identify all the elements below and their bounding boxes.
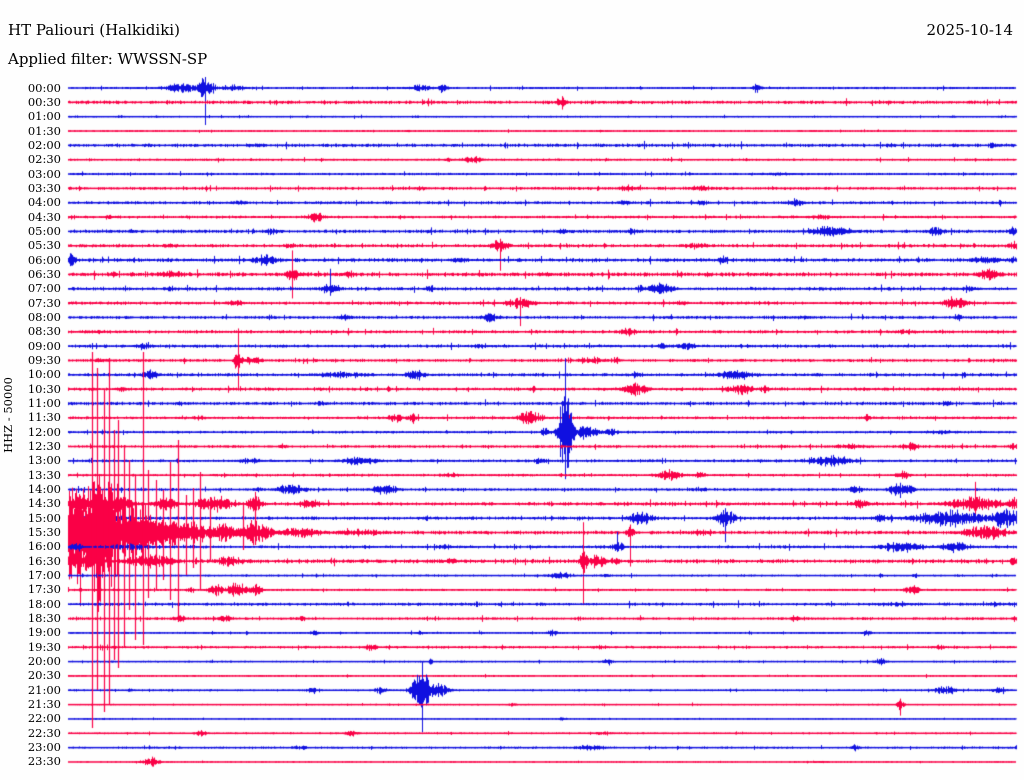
time-label: 19:00 — [27, 625, 61, 640]
time-label: 00:00 — [27, 80, 61, 95]
time-label: 03:30 — [27, 180, 61, 195]
time-label: 02:30 — [27, 152, 61, 167]
time-label: 06:00 — [27, 252, 61, 267]
time-label: 08:30 — [27, 324, 61, 339]
time-label: 03:00 — [27, 166, 61, 181]
time-label: 12:00 — [27, 424, 61, 439]
time-label: 13:00 — [27, 453, 61, 468]
time-label: 11:00 — [27, 395, 61, 410]
time-label: 05:30 — [27, 238, 61, 253]
time-label: 05:00 — [27, 223, 61, 238]
date-label: 2025-10-14 — [926, 21, 1013, 39]
time-label: 01:00 — [27, 109, 61, 124]
time-label: 01:30 — [27, 123, 61, 138]
time-label: 18:30 — [27, 611, 61, 626]
time-label: 15:30 — [27, 525, 61, 540]
time-label: 21:00 — [27, 682, 61, 697]
time-label: 08:00 — [27, 309, 61, 324]
time-label: 13:30 — [27, 467, 61, 482]
time-label: 17:30 — [27, 582, 61, 597]
time-label: 20:30 — [27, 668, 61, 683]
time-label: 04:30 — [27, 209, 61, 224]
time-label: 02:00 — [27, 137, 61, 152]
time-label: 16:00 — [27, 539, 61, 554]
time-label: 23:30 — [27, 754, 61, 769]
time-axis: 00:00 00:30 01:00 01:30 02:00 02:30 03:00 03:30… — [0, 0, 62, 780]
time-label: 17:00 — [27, 568, 61, 583]
time-label: 09:30 — [27, 352, 61, 367]
time-label: 04:00 — [27, 195, 61, 210]
time-label: 07:30 — [27, 295, 61, 310]
time-label: 22:30 — [27, 725, 61, 740]
time-label: 06:30 — [27, 266, 61, 281]
time-label: 23:00 — [27, 740, 61, 755]
time-label: 16:30 — [27, 553, 61, 568]
time-label: 00:30 — [27, 94, 61, 109]
time-label: 15:00 — [27, 510, 61, 525]
time-label: 18:00 — [27, 596, 61, 611]
time-label: 07:00 — [27, 281, 61, 296]
time-label: 20:00 — [27, 654, 61, 669]
time-label: 21:30 — [27, 697, 61, 712]
time-label: 10:30 — [27, 381, 61, 396]
time-label: 14:00 — [27, 482, 61, 497]
time-label: 14:30 — [27, 496, 61, 511]
time-label: 19:30 — [27, 639, 61, 654]
station-title: HT Paliouri (Halkidiki) — [8, 21, 180, 39]
time-label: 09:00 — [27, 338, 61, 353]
time-label: 22:00 — [27, 711, 61, 726]
time-label: 12:30 — [27, 439, 61, 453]
time-label: 10:00 — [27, 367, 61, 382]
applied-filter-label: Applied filter: WWSSN-SP — [8, 50, 208, 68]
time-label: 11:30 — [27, 410, 61, 425]
